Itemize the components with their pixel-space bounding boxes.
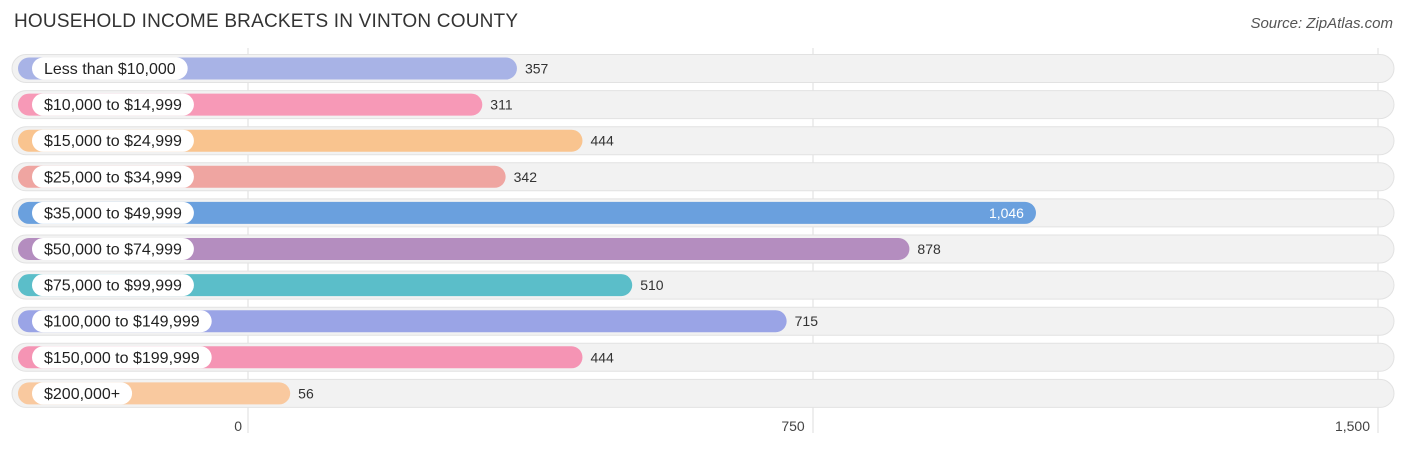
chart-title: HOUSEHOLD INCOME BRACKETS IN VINTON COUN… [14,11,519,32]
value-label: 444 [590,349,614,365]
category-label: $10,000 to $14,999 [44,97,182,114]
value-label: 1,046 [989,205,1024,221]
category-label: $35,000 to $49,999 [44,205,182,222]
category-label-bg [32,382,133,405]
category-label-bg [32,129,194,152]
value-label: 342 [514,169,538,185]
bar-row [11,90,1395,120]
value-label: 878 [917,241,941,257]
value-label: 357 [525,61,549,77]
category-label: $25,000 to $34,999 [44,169,182,186]
bar-row [11,378,1395,408]
x-tick-label: 750 [781,418,805,434]
bar [18,201,1036,224]
value-label: 311 [490,97,513,113]
category-label: $75,000 to $99,999 [44,278,182,295]
category-label-bg [32,93,194,116]
category-label-bg [32,274,194,297]
bar-row [11,342,1395,372]
category-label-bg [32,57,188,80]
category-label: $200,000+ [44,386,120,403]
bar-row [11,234,1395,264]
category-label: $15,000 to $24,999 [44,133,182,150]
value-label: 56 [298,385,314,401]
category-label-bg [32,310,212,333]
bar-row [11,306,1395,336]
category-label: Less than $10,000 [44,61,176,78]
value-label: 510 [640,277,664,293]
bar-row [11,270,1395,300]
bar [18,238,910,260]
bar-row [11,162,1395,192]
category-label: $100,000 to $149,999 [44,314,200,331]
category-label: $50,000 to $74,999 [44,242,182,259]
value-label: 444 [590,133,614,149]
category-label-bg [32,165,194,188]
bar-track [11,378,1395,408]
category-label-bg [32,346,212,369]
category-label: $150,000 to $199,999 [44,350,200,367]
bar-row [11,126,1395,156]
source-label: Source: ZipAtlas.com [1250,15,1393,32]
x-tick-label: 1,500 [1335,418,1370,434]
bar-row [11,54,1395,83]
bar-row [11,198,1395,228]
x-tick-label: 0 [234,418,242,434]
value-label: 715 [795,313,819,329]
category-label-bg [32,201,194,224]
category-label-bg [32,238,194,260]
